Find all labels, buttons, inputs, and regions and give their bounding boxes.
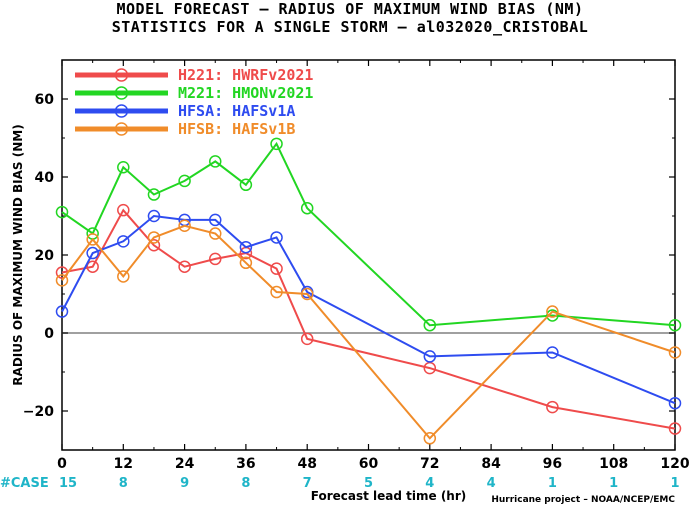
case-count: 5 bbox=[364, 476, 373, 491]
data-point bbox=[178, 260, 191, 273]
data-point bbox=[55, 274, 69, 287]
case-count: 8 bbox=[241, 476, 250, 491]
data-point bbox=[117, 235, 130, 248]
data-point bbox=[546, 309, 559, 322]
x-tick-label: 96 bbox=[543, 456, 562, 472]
x-tick-label: 120 bbox=[660, 456, 689, 472]
case-count: 15 bbox=[59, 476, 77, 491]
x-tick-label: 36 bbox=[236, 456, 255, 472]
case-count: 1 bbox=[548, 476, 557, 491]
data-point bbox=[668, 422, 682, 435]
x-tick-label: 108 bbox=[599, 456, 628, 472]
case-count: 4 bbox=[425, 476, 434, 491]
data-point bbox=[668, 346, 682, 359]
y-tick-label: 20 bbox=[35, 248, 55, 264]
data-point bbox=[147, 231, 161, 244]
data-point bbox=[423, 318, 437, 332]
x-tick-label: 24 bbox=[175, 456, 195, 472]
data-point bbox=[270, 137, 283, 151]
case-count: 1 bbox=[609, 476, 618, 491]
data-point bbox=[178, 174, 191, 188]
x-tick-label: 48 bbox=[297, 456, 316, 472]
x-tick-label: 72 bbox=[420, 456, 439, 472]
legend-label: HFSB: HAFSv1B bbox=[178, 120, 295, 138]
data-point bbox=[546, 346, 559, 359]
chart-subtitle: STATISTICS FOR A SINGLE STORM – al032020… bbox=[111, 18, 589, 36]
y-axis-title: RADIUS OF MAXIMUM WIND BIAS (NM) bbox=[11, 124, 25, 385]
data-point bbox=[178, 219, 191, 232]
x-tick-label: 60 bbox=[359, 456, 379, 472]
data-point bbox=[270, 262, 283, 275]
plot-frame bbox=[61, 59, 676, 451]
x-tick-label: 0 bbox=[57, 456, 67, 472]
data-point bbox=[668, 318, 682, 332]
data-point bbox=[86, 246, 99, 260]
data-point bbox=[55, 305, 69, 318]
legend-label: HFSA: HAFSv1A bbox=[178, 102, 295, 120]
y-tick-label: 60 bbox=[35, 92, 55, 108]
data-point bbox=[147, 188, 161, 201]
case-count-label: #CASE bbox=[0, 476, 49, 491]
legend-marker bbox=[114, 104, 129, 118]
y-tick-label: −20 bbox=[23, 404, 54, 420]
case-count: 4 bbox=[487, 476, 496, 491]
data-point bbox=[239, 256, 253, 270]
data-point bbox=[546, 305, 559, 318]
data-point bbox=[209, 155, 222, 168]
data-point bbox=[117, 203, 130, 217]
data-point bbox=[209, 252, 222, 266]
data-point bbox=[55, 205, 69, 219]
y-tick-label: 40 bbox=[35, 170, 55, 186]
series-line bbox=[61, 208, 676, 430]
case-count: 1 bbox=[670, 476, 679, 491]
data-point bbox=[117, 161, 130, 174]
data-point bbox=[300, 287, 314, 301]
data-point bbox=[668, 396, 682, 410]
case-count: 9 bbox=[180, 476, 189, 491]
data-point bbox=[270, 285, 283, 299]
data-point bbox=[300, 201, 314, 215]
data-point bbox=[86, 233, 99, 246]
series-line bbox=[61, 141, 676, 327]
legend-label: H221: HWRFv2021 bbox=[178, 66, 313, 84]
data-point bbox=[209, 227, 222, 240]
data-point bbox=[117, 270, 130, 283]
legend-marker bbox=[114, 122, 129, 136]
y-tick-label: 0 bbox=[44, 326, 54, 342]
legend-marker bbox=[114, 86, 129, 100]
data-point bbox=[239, 240, 253, 254]
data-point bbox=[300, 332, 314, 346]
x-tick-label: 84 bbox=[481, 456, 501, 472]
x-axis-title: Forecast lead time (hr) bbox=[311, 489, 467, 503]
data-point bbox=[86, 260, 99, 273]
data-point bbox=[423, 432, 437, 445]
data-point bbox=[239, 178, 253, 192]
legend-label: M221: HMONv2021 bbox=[178, 84, 313, 102]
data-point bbox=[209, 213, 222, 227]
data-point bbox=[546, 400, 559, 414]
data-point bbox=[423, 350, 437, 363]
credit-text: Hurricane project – NOAA/NCEP/EMC bbox=[491, 495, 675, 505]
data-point bbox=[147, 209, 161, 223]
case-count: 8 bbox=[119, 476, 128, 491]
x-tick-label: 12 bbox=[114, 456, 133, 472]
series-line bbox=[61, 224, 676, 440]
data-point bbox=[270, 231, 283, 244]
legend-marker bbox=[114, 68, 129, 82]
chart-title: MODEL FORECAST – RADIUS OF MAXIMUM WIND … bbox=[116, 0, 584, 18]
case-count: 7 bbox=[303, 476, 312, 491]
